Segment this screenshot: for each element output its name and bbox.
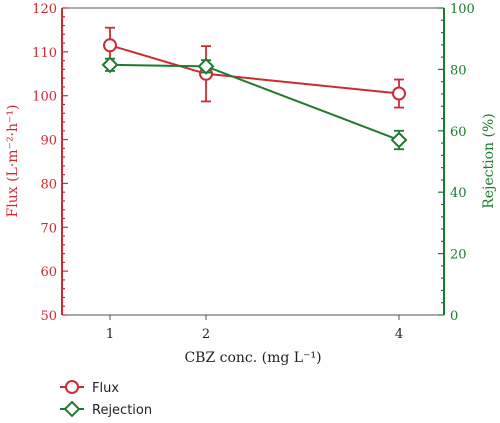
legend-marker-flux bbox=[65, 380, 79, 394]
legend-item-flux: Flux bbox=[60, 380, 119, 396]
left-y-ticks: 50 60 70 80 90 100 110 120 bbox=[32, 2, 68, 324]
data-point-rejection bbox=[101, 56, 119, 74]
left-tick-label: 120 bbox=[32, 2, 57, 17]
left-tick-label: 90 bbox=[40, 134, 57, 149]
data-point-flux bbox=[392, 86, 406, 101]
series-line-rejection bbox=[109, 63, 400, 141]
right-tick-label: 100 bbox=[450, 2, 475, 17]
right-y-axis-title: Rejection (%) bbox=[481, 113, 497, 209]
series-rejection bbox=[101, 56, 408, 151]
x-axis-title: CBZ conc. (mg L⁻¹) bbox=[184, 350, 321, 366]
right-tick-label: 60 bbox=[450, 125, 467, 140]
left-tick-label: 50 bbox=[40, 309, 57, 324]
right-tick-label: 80 bbox=[450, 63, 467, 78]
legend-item-rejection: Rejection bbox=[60, 400, 152, 418]
right-y-ticks: 0 20 40 60 80 100 bbox=[438, 2, 475, 324]
left-tick-label: 80 bbox=[40, 177, 57, 192]
x-tick-label: 2 bbox=[202, 327, 210, 342]
plot-frame bbox=[62, 7, 444, 316]
left-tick-label: 110 bbox=[32, 46, 57, 61]
data-point-flux bbox=[103, 38, 117, 53]
legend: Flux Rejection bbox=[60, 380, 152, 418]
x-axis-ticks: 1 2 4 bbox=[106, 315, 403, 342]
legend-marker-rejection bbox=[63, 400, 81, 418]
x-tick-label: 1 bbox=[106, 327, 114, 342]
right-tick-label: 20 bbox=[450, 248, 467, 263]
left-y-axis-title: Flux (L·m⁻²·h⁻¹) bbox=[5, 105, 21, 218]
left-tick-label: 70 bbox=[40, 221, 57, 236]
x-tick-label: 4 bbox=[395, 327, 403, 342]
data-point-rejection bbox=[197, 57, 215, 75]
series-layer bbox=[101, 26, 408, 151]
right-y-axis: 0 20 40 60 80 100 bbox=[438, 2, 475, 324]
legend-label-rejection: Rejection bbox=[92, 403, 152, 418]
right-tick-label: 0 bbox=[450, 309, 458, 324]
left-y-axis: 50 60 70 80 90 100 110 120 bbox=[32, 2, 68, 324]
legend-label-flux: Flux bbox=[92, 381, 119, 396]
series-flux bbox=[103, 26, 406, 109]
left-tick-label: 60 bbox=[40, 265, 57, 280]
data-point-rejection bbox=[390, 131, 408, 149]
right-tick-label: 40 bbox=[450, 186, 467, 201]
series-line-flux bbox=[109, 44, 400, 95]
left-tick-label: 100 bbox=[32, 90, 57, 105]
